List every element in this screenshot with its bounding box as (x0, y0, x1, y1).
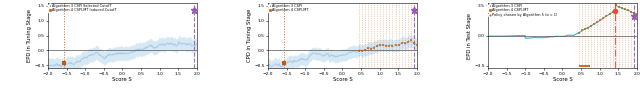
Y-axis label: EPD in Tuning Stage: EPD in Tuning Stage (27, 9, 32, 62)
Y-axis label: EPD in Test Stage: EPD in Test Stage (467, 13, 472, 59)
Legend: Algorithm 3 CSPI, Algorithm 4 CSPI-MT: Algorithm 3 CSPI, Algorithm 4 CSPI-MT (269, 3, 308, 13)
X-axis label: Score S: Score S (113, 77, 132, 82)
X-axis label: Score S: Score S (333, 77, 352, 82)
Legend: Algorithm 3 CSPI Selected CutofT, Algorithm 4 CSPI-MT Induced CutofT: Algorithm 3 CSPI Selected CutofT, Algori… (49, 3, 116, 13)
X-axis label: Score S: Score S (552, 77, 572, 82)
Legend: Algorithm 3 CSPI, Algorithm 4 CSPI-MT, Policy chosen by Algorithm 5 (α = 1): Algorithm 3 CSPI, Algorithm 4 CSPI-MT, P… (489, 3, 557, 17)
Y-axis label: CPD in Tuning Stage: CPD in Tuning Stage (247, 9, 252, 62)
